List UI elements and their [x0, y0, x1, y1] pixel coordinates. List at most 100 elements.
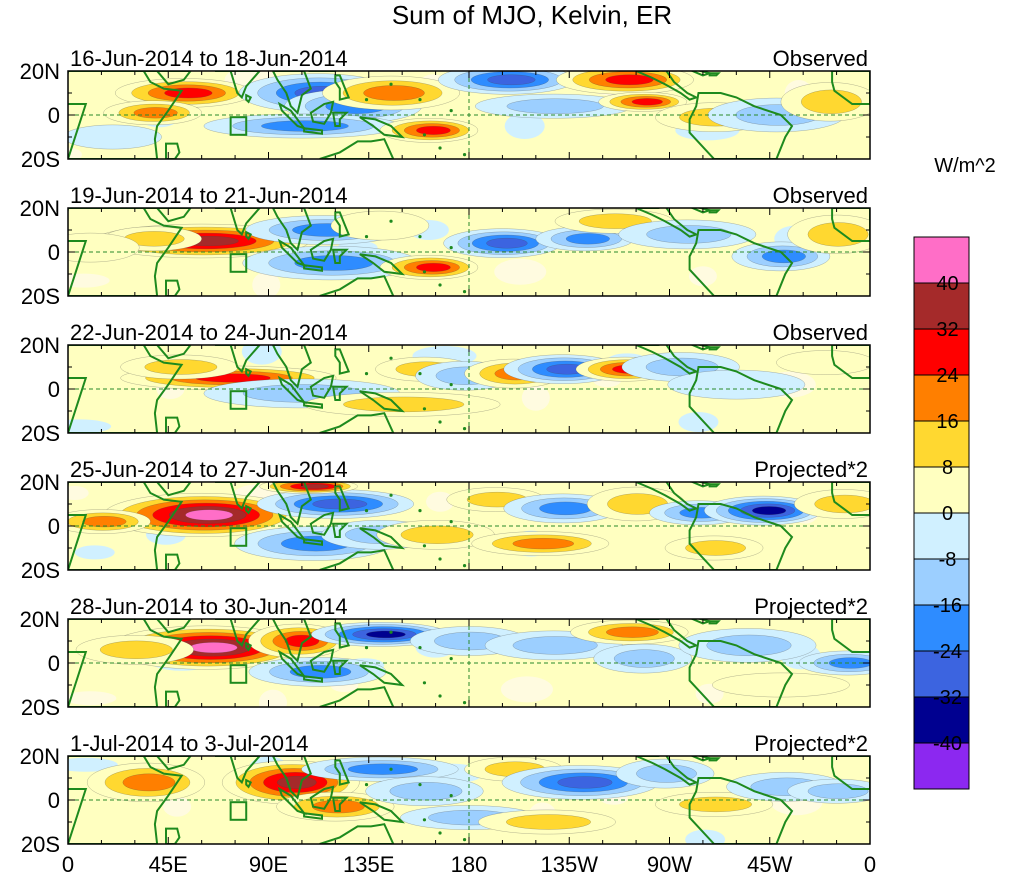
panels: 20N 0 20S 16-Jun-2014 to 18-Jun-2014 Observe… [20, 46, 871, 857]
coastline [245, 641, 253, 652]
anomaly-blob [475, 93, 633, 119]
region-box [229, 527, 248, 547]
island [438, 146, 442, 150]
anomaly-blob [303, 392, 501, 417]
coastline [68, 619, 184, 707]
coastline [359, 801, 406, 824]
coastline [245, 93, 253, 104]
anomaly-blob [704, 495, 823, 526]
coastline [688, 777, 794, 844]
coastlines [68, 208, 870, 296]
coastline [708, 346, 721, 351]
coastlines [68, 619, 870, 707]
x-tick-label: 0 [864, 852, 876, 877]
panel-1: 20N 0 20S 16-Jun-2014 to 18-Jun-2014 Observe… [20, 46, 871, 172]
coastline [688, 640, 794, 707]
anomaly-blob [242, 245, 420, 281]
island [389, 493, 393, 497]
coastline [319, 823, 395, 844]
background-patch [685, 829, 726, 844]
island [364, 783, 369, 787]
contour-band [679, 796, 752, 813]
background-patch [241, 345, 282, 365]
y-tick-label: 20S [21, 421, 60, 446]
region-box [229, 116, 248, 136]
coastline [303, 538, 323, 546]
coastline [831, 482, 870, 516]
island [449, 383, 453, 387]
colorbar-swatch [913, 558, 970, 606]
panel-mode-label: Observed [773, 320, 868, 345]
island [418, 509, 422, 513]
y-tick-label: 0 [48, 788, 60, 813]
island [449, 657, 453, 661]
background-patch [68, 486, 89, 500]
y-tick-label: 20N [20, 196, 60, 221]
anomaly-blob [787, 778, 870, 804]
coastline [309, 237, 335, 262]
panel-3: 20N 0 20S 22-Jun-2014 to 24-Jun-2014 Observe… [20, 320, 871, 446]
panel-mode-label: Observed [773, 46, 868, 71]
anomaly-blob [478, 809, 616, 835]
panel-2: 20N 0 20S 19-Jun-2014 to 21-Jun-2014 Observe… [20, 183, 871, 309]
contour-band [761, 249, 806, 264]
contour-band [646, 225, 732, 244]
contour-band [416, 262, 451, 272]
coastline [271, 345, 313, 389]
coastline [143, 756, 192, 771]
coastline [331, 111, 349, 127]
island [422, 818, 427, 822]
chart-title: Sum of MJO, Kelvin, ER [392, 0, 672, 30]
background-patch [504, 113, 545, 139]
island [418, 235, 422, 239]
island [449, 794, 453, 798]
coastline [215, 208, 261, 237]
coastline [689, 756, 714, 762]
anomaly-blob [68, 509, 151, 534]
colorbar-swatch [913, 696, 970, 744]
coastline [68, 71, 184, 159]
anomaly-blob [664, 535, 764, 561]
colorbar-swatch [913, 420, 970, 468]
anomaly-blob [655, 792, 774, 817]
coastline [303, 812, 323, 820]
coastline [831, 71, 870, 105]
island [418, 646, 422, 650]
panel-mode-label: Projected*2 [754, 457, 868, 482]
contour-band [512, 636, 598, 655]
coastline [689, 71, 714, 77]
colorbar-label: -16 [933, 595, 962, 617]
coastline [143, 208, 192, 223]
coastline [245, 230, 253, 241]
coastline [277, 786, 307, 816]
y-tick-label: 0 [48, 514, 60, 539]
coastline [635, 345, 699, 375]
anomaly-blob [379, 118, 479, 143]
contour-band [667, 369, 806, 400]
coastline [309, 374, 335, 399]
contour-band [613, 649, 675, 668]
panel-5: 20N 0 20S 28-Jun-2014 to 30-Jun-2014 Project… [20, 594, 871, 720]
panel-date-label: 19-Jun-2014 to 21-Jun-2014 [70, 183, 348, 208]
island [449, 520, 453, 524]
island [422, 681, 427, 685]
colorbar-label: -24 [933, 641, 962, 663]
anomaly-blob [248, 657, 387, 687]
contour-band [506, 814, 591, 830]
x-axis: 0 45E 90E 135E 180 135W 90W 45W 0 [62, 852, 876, 877]
contour-band [99, 640, 173, 659]
panel-4: 20N 0 20S 25-Jun-2014 to 27-Jun-2014 Project… [20, 457, 871, 583]
contour-band [343, 396, 465, 413]
coastline [271, 71, 313, 115]
contour-band [189, 642, 238, 654]
panel-mode-label: Projected*2 [754, 731, 868, 756]
colorbar: W/m^2 40 32 24 16 8 0 -8 -16 -24 -32 -40 [913, 155, 996, 790]
coastline [309, 100, 335, 125]
coastline [245, 504, 253, 515]
y-tick-label: 20N [20, 744, 60, 769]
island [422, 133, 427, 137]
coastline [271, 619, 313, 663]
anomaly-blob [75, 635, 194, 665]
panel-date-label: 22-Jun-2014 to 24-Jun-2014 [70, 320, 348, 345]
